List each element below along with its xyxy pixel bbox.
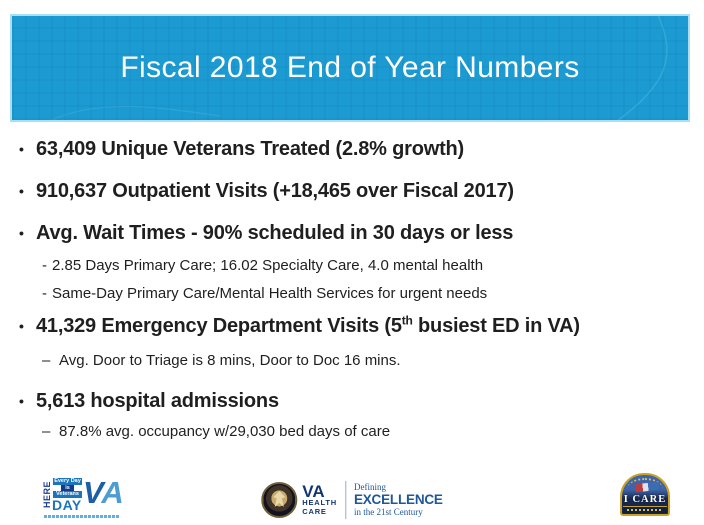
sub-bullet-text: 2.85 Days Primary Care; 16.02 Specialty …: [52, 257, 484, 274]
bullet-marker: •: [19, 183, 24, 199]
ordinal-superscript: th: [401, 313, 413, 328]
veterans-label: Veterans: [53, 491, 82, 498]
bullet-text: 63,409 Unique Veterans Treated (2.8% gro…: [36, 138, 465, 160]
excellence-label: EXCELLENCE: [353, 492, 443, 507]
bullet-item: • 63,409 Unique Veterans Treated (2.8% g…: [0, 136, 704, 162]
defining-label: Defining: [353, 482, 386, 492]
veterans-day-va-logo: HERE Every Day is Veterans DAY VA: [42, 475, 124, 518]
every-day-is-veterans-tags: Every Day is Veterans: [53, 478, 82, 498]
title-banner: Fiscal 2018 End of Year Numbers: [10, 14, 690, 122]
bullet-item: • Avg. Wait Times - 90% scheduled in 30 …: [0, 220, 704, 246]
va-logotype: VA: [83, 475, 124, 511]
bullet-marker: •: [19, 225, 24, 241]
sub-bullet-item: - Same-Day Primary Care/Mental Health Se…: [0, 284, 704, 304]
bullet-item: • 5,613 hospital admissions: [0, 388, 704, 414]
sub-bullet-marker: -: [42, 257, 47, 274]
health-wordmark: HEALTH: [302, 498, 337, 507]
bullet-text-after: busiest ED in VA): [412, 315, 580, 337]
bullet-text: 910,637 Outpatient Visits (+18,465 over …: [36, 180, 514, 202]
banner-swish-decoration: [51, 16, 668, 120]
sub-bullet-item: - 2.85 Days Primary Care; 16.02 Specialt…: [0, 256, 704, 276]
sub-bullet-marker: –: [42, 352, 51, 369]
bullet-text-before: 41,329 Emergency Department Visits (5: [36, 315, 402, 337]
facility-tagline-bar: [44, 515, 120, 518]
bullet-list: • 63,409 Unique Veterans Treated (2.8% g…: [0, 122, 704, 442]
sub-bullet-marker: –: [42, 423, 51, 440]
va-seal-icon: [261, 482, 298, 518]
century-label: in the 21st Century: [353, 507, 423, 517]
va-wordmark: VA: [302, 482, 325, 501]
icare-label: I CARE: [623, 494, 667, 505]
here-label: HERE: [42, 481, 52, 509]
sub-bullet-item: – 87.8% avg. occupancy w/29,030 bed days…: [0, 422, 704, 442]
icare-badge: I CARE: [620, 473, 670, 516]
is-label: is: [61, 484, 74, 491]
va-health-care-logo: VA HEALTH CARE Defining EXCELLENCE in th…: [261, 481, 443, 519]
sub-bullet-item: – Avg. Door to Triage is 8 mins, Door to…: [0, 351, 704, 371]
defining-excellence-lockup: Defining EXCELLENCE in the 21st Century: [354, 482, 443, 518]
va-letter-a: A: [101, 475, 124, 510]
bullet-text: 41,329 Emergency Department Visits (5th …: [36, 313, 580, 339]
sub-bullet-marker: -: [42, 285, 47, 302]
bullet-text: 5,613 hospital admissions: [36, 390, 279, 412]
bullet-item: • 41,329 Emergency Department Visits (5t…: [0, 313, 704, 339]
bullet-marker: •: [19, 393, 24, 409]
bullet-marker: •: [19, 318, 24, 334]
bullet-text: Avg. Wait Times - 90% scheduled in 30 da…: [36, 222, 514, 244]
bullet-item: • 910,637 Outpatient Visits (+18,465 ove…: [0, 178, 704, 204]
va-letter-v: V: [83, 475, 102, 510]
every-day-label: Every Day: [53, 478, 82, 485]
footer: HERE Every Day is Veterans DAY VA VA HEA…: [0, 469, 704, 525]
day-label: DAY: [52, 497, 82, 513]
icare-arc-text-decoration: [627, 478, 663, 500]
icare-bottom-band: [623, 506, 667, 513]
care-wordmark: CARE: [302, 506, 327, 516]
va-health-care-wordmark: VA HEALTH CARE: [302, 482, 337, 516]
sub-bullet-text: Same-Day Primary Care/Mental Health Serv…: [52, 285, 488, 302]
slide-title: Fiscal 2018 End of Year Numbers: [120, 51, 580, 84]
sub-bullet-text: Avg. Door to Triage is 8 mins, Door to D…: [59, 352, 401, 369]
logo-divider: [344, 481, 346, 519]
bullet-marker: •: [19, 141, 24, 157]
sub-bullet-text: 87.8% avg. occupancy w/29,030 bed days o…: [59, 423, 391, 440]
icare-shield-icon: I CARE: [620, 473, 670, 516]
